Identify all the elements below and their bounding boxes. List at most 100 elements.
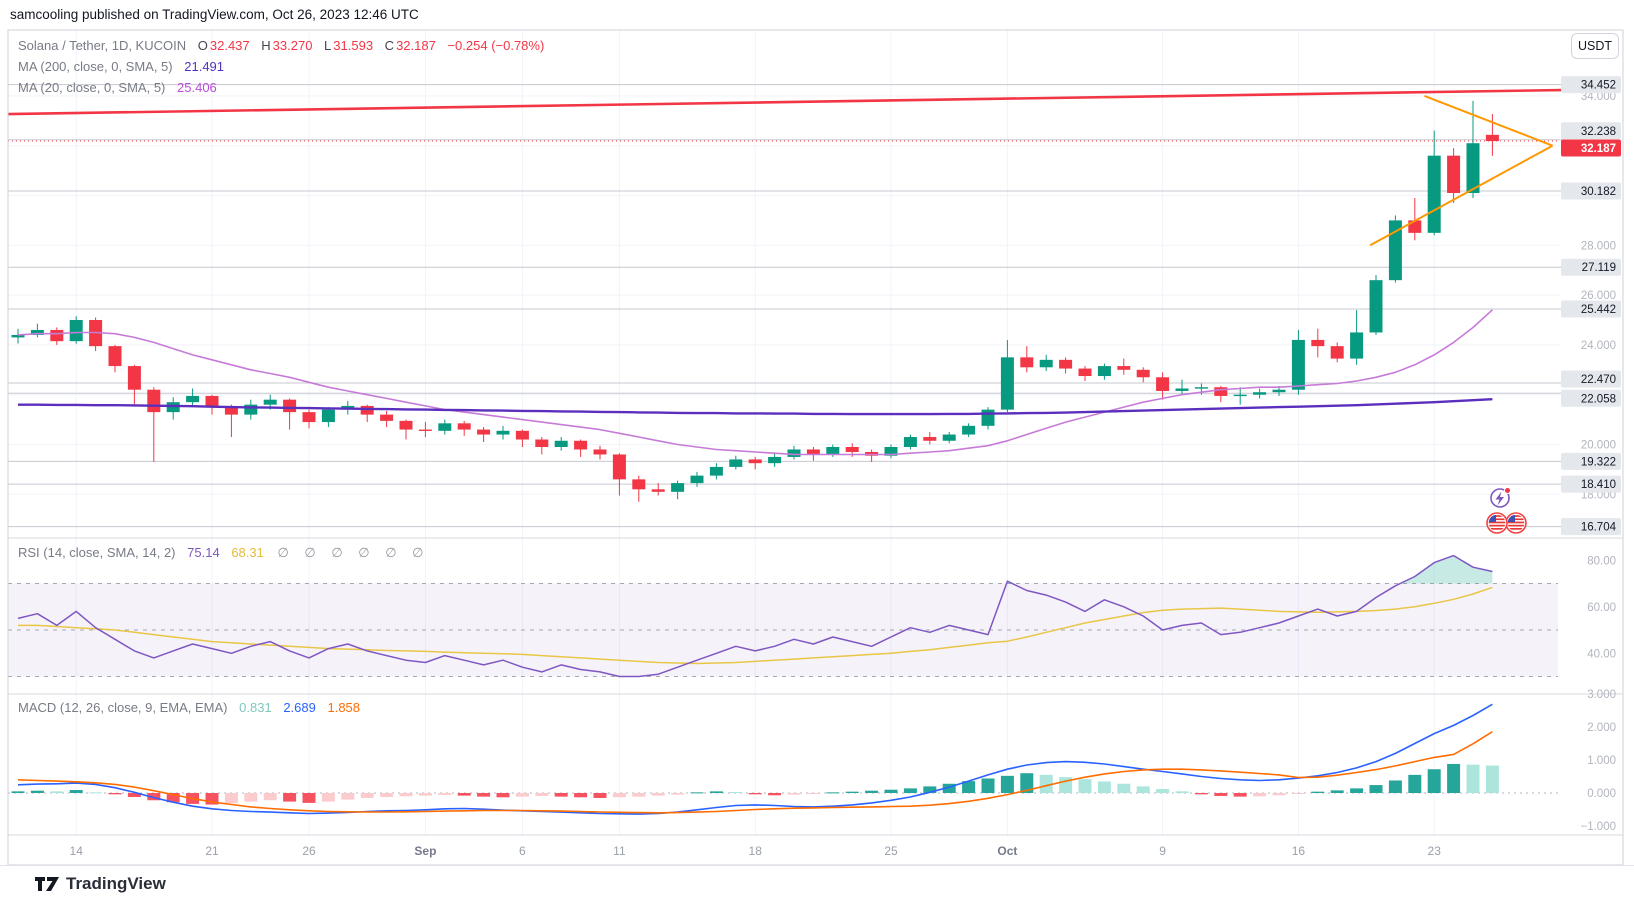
svg-text:34.452: 34.452 xyxy=(1581,80,1616,92)
candle xyxy=(1272,389,1286,393)
svg-text:32.187: 32.187 xyxy=(1581,143,1616,155)
svg-text:3.000: 3.000 xyxy=(1587,689,1616,701)
rsi-line xyxy=(17,554,1493,678)
candle xyxy=(244,404,258,415)
svg-text:Oct: Oct xyxy=(997,844,1017,858)
currency-toggle-button[interactable]: USDT xyxy=(1571,33,1619,59)
candle xyxy=(574,440,588,450)
last-price-badge xyxy=(1561,139,1621,157)
macd-signal-line xyxy=(17,731,1493,814)
us-flag-icon xyxy=(1505,512,1527,534)
candle xyxy=(1156,377,1170,391)
macd-signal-value: 1.858 xyxy=(327,700,361,715)
ma20-label: MA (20, close, 0, SMA, 5) xyxy=(18,80,166,95)
ma200-legend-row[interactable]: MA (200, close, 0, SMA, 5) 21.491 xyxy=(18,56,544,77)
publisher-bar: samcooling published on TradingView.com,… xyxy=(0,0,1634,30)
candle xyxy=(535,439,549,447)
ma20-legend-row[interactable]: MA (20, close, 0, SMA, 5) 25.406 xyxy=(18,77,544,98)
candle xyxy=(884,446,898,456)
candle xyxy=(147,389,161,413)
svg-text:40.00: 40.00 xyxy=(1587,648,1616,660)
candle xyxy=(962,425,976,435)
ma200-line xyxy=(18,398,1493,416)
macd-line xyxy=(17,703,1493,815)
candle xyxy=(806,449,820,455)
candle xyxy=(651,489,665,492)
svg-text:22.058: 22.058 xyxy=(1581,393,1616,405)
macd-legend[interactable]: MACD (12, 26, close, 9, EMA, EMA) 0.831 … xyxy=(18,700,360,715)
candle xyxy=(321,409,335,423)
candle xyxy=(360,405,374,415)
candle xyxy=(399,420,413,430)
candle xyxy=(496,430,510,435)
svg-text:21: 21 xyxy=(205,844,219,858)
candle xyxy=(1059,359,1073,369)
tradingview-logo-icon[interactable] xyxy=(34,875,60,893)
ohlc-open-value: 32.437 xyxy=(209,38,250,53)
candle xyxy=(69,320,83,342)
grid-lines xyxy=(8,30,1560,835)
candle xyxy=(1311,339,1325,347)
symbol-title: Solana / Tether, 1D, KUCOIN xyxy=(18,38,187,53)
candle xyxy=(108,346,122,367)
macd-hist-value: 0.831 xyxy=(239,700,272,715)
svg-text:20.000: 20.000 xyxy=(1581,440,1616,452)
candle xyxy=(942,434,956,441)
candle xyxy=(1117,366,1131,370)
svg-text:26.000: 26.000 xyxy=(1581,290,1616,302)
ma200-label: MA (200, close, 0, SMA, 5) xyxy=(18,59,173,74)
rsi-legend[interactable]: RSI (14, close, SMA, 14, 2) 75.14 68.31 … xyxy=(18,545,430,561)
ohlc-open-label: O xyxy=(197,38,208,53)
tradingview-wordmark[interactable]: TradingView xyxy=(66,874,166,893)
candle xyxy=(263,399,277,405)
candle xyxy=(1330,346,1344,359)
candle xyxy=(709,466,723,476)
candle xyxy=(127,366,141,390)
svg-text:19.322: 19.322 xyxy=(1581,456,1616,468)
svg-text:60.00: 60.00 xyxy=(1587,602,1616,614)
candle xyxy=(515,430,529,440)
ohlc-high-value: 33.270 xyxy=(272,38,313,53)
candle xyxy=(612,454,626,480)
ohlc-low-label: L xyxy=(324,38,332,53)
price-axis[interactable]: 34.00028.00026.00024.00020.00018.00034.4… xyxy=(1561,76,1621,833)
publisher-text: samcooling published on TradingView.com,… xyxy=(10,7,419,22)
svg-text:26: 26 xyxy=(302,844,316,858)
symbol-legend-row[interactable]: Solana / Tether, 1D, KUCOIN O 32.437 H 33.… xyxy=(18,35,544,56)
svg-text:30.182: 30.182 xyxy=(1581,186,1616,198)
event-icons[interactable] xyxy=(1486,487,1527,534)
triangle-pattern xyxy=(1369,94,1554,247)
svg-text:0.000: 0.000 xyxy=(1587,788,1616,800)
candle xyxy=(418,429,432,431)
candle xyxy=(1194,387,1208,389)
svg-text:22.470: 22.470 xyxy=(1581,374,1616,386)
candle xyxy=(1485,134,1499,142)
candle xyxy=(1214,387,1228,396)
pane-separators xyxy=(8,537,1623,836)
candle xyxy=(671,483,685,492)
candle xyxy=(477,429,491,435)
chart-frame-border xyxy=(7,29,1624,866)
candle xyxy=(787,449,801,457)
candle xyxy=(1253,392,1267,395)
svg-text:32.238: 32.238 xyxy=(1581,126,1616,138)
candle xyxy=(748,459,762,464)
candle xyxy=(1097,366,1111,377)
svg-text:25.442: 25.442 xyxy=(1581,304,1616,316)
candle xyxy=(1466,143,1480,194)
candle xyxy=(1078,368,1092,377)
change-value: −0.254 (−0.78%) xyxy=(447,38,545,53)
svg-text:−1.000: −1.000 xyxy=(1581,821,1617,833)
rsi-ma-line xyxy=(18,586,1493,665)
time-axis[interactable]: 14 21 26 Sep 6 11 18 25 Oct 9 16 23 xyxy=(70,844,1442,858)
candle xyxy=(554,440,568,447)
svg-text:11: 11 xyxy=(613,844,626,858)
svg-text:9: 9 xyxy=(1159,844,1166,858)
candle xyxy=(1447,155,1461,194)
main-legend: Solana / Tether, 1D, KUCOIN O 32.437 H 33.… xyxy=(18,35,544,98)
candle xyxy=(1233,394,1247,397)
candle xyxy=(438,423,452,431)
candle xyxy=(1020,357,1034,368)
